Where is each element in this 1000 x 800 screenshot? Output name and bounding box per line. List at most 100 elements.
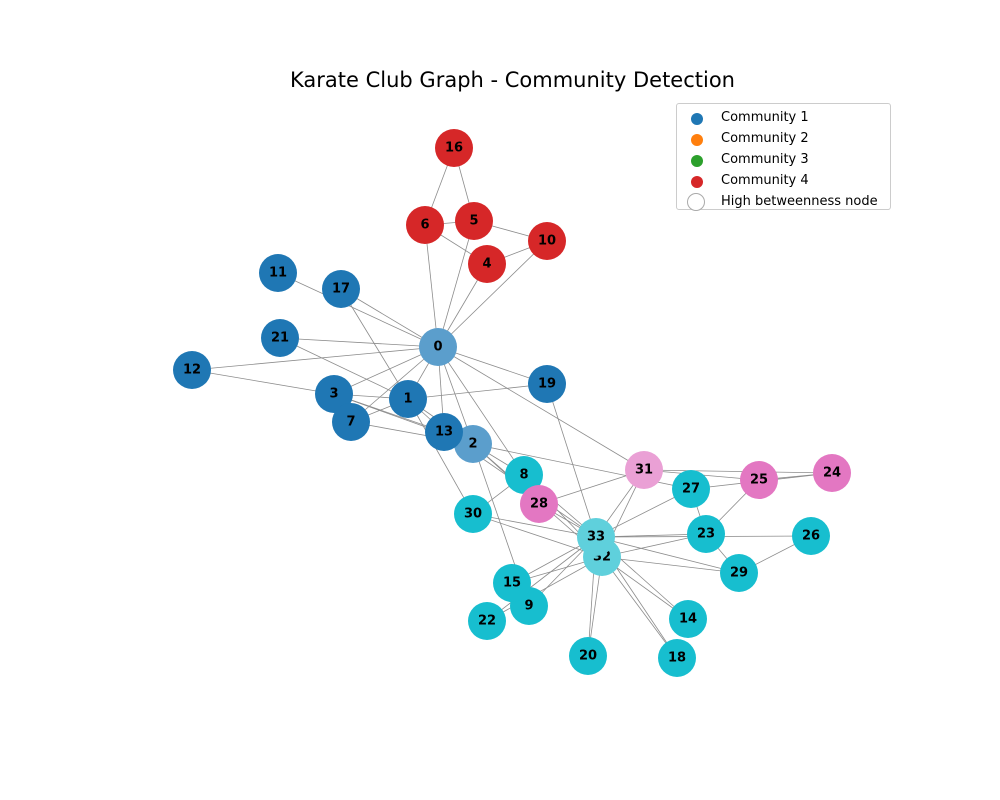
node-circle-29 (720, 554, 758, 592)
node-circle-4 (468, 245, 506, 283)
node-circle-1 (389, 380, 427, 418)
node-22: 22 (468, 602, 506, 640)
node-label-9: 9 (524, 599, 533, 614)
node-circle-5 (455, 202, 493, 240)
node-label-13: 13 (435, 425, 453, 440)
node-4: 4 (468, 245, 506, 283)
edge-29-33 (595, 536, 740, 574)
node-13: 13 (425, 413, 463, 451)
node-circle-22 (468, 602, 506, 640)
node-11: 11 (259, 254, 297, 292)
node-31: 31 (625, 451, 663, 489)
node-circle-30 (454, 495, 492, 533)
node-label-1: 1 (403, 392, 412, 407)
edge-0-10 (437, 240, 548, 348)
legend-label-community-1: Community 1 (721, 110, 809, 125)
node-27: 27 (672, 470, 710, 508)
edge-30-32 (472, 513, 603, 558)
legend-item-community-4: Community 4 (677, 171, 890, 192)
node-30: 30 (454, 495, 492, 533)
legend-marker-community-2 (691, 134, 703, 146)
node-label-16: 16 (445, 141, 463, 156)
node-label-23: 23 (697, 527, 715, 542)
node-circle-11 (259, 254, 297, 292)
edge-0-3 (333, 346, 439, 395)
chart-title: Karate Club Graph - Community Detection (290, 68, 735, 92)
edge-0-6 (424, 224, 439, 348)
edge-1-19 (407, 383, 548, 400)
node-circle-13 (425, 413, 463, 451)
legend-marker-community-4 (691, 176, 703, 188)
node-circle-15 (493, 564, 531, 602)
node-5: 5 (455, 202, 493, 240)
legend-label-high-betweenness: High betweenness node (721, 194, 878, 209)
node-label-27: 27 (682, 482, 700, 497)
node-label-33: 33 (587, 530, 605, 545)
legend-label-community-3: Community 3 (721, 152, 809, 167)
edge-24-31 (643, 469, 833, 474)
node-label-8: 8 (519, 468, 528, 483)
node-17: 17 (322, 270, 360, 308)
node-3: 3 (315, 375, 353, 413)
node-circle-3 (315, 375, 353, 413)
edge-0-7 (350, 346, 439, 423)
node-2: 2 (454, 425, 492, 463)
node-label-22: 22 (478, 614, 496, 629)
node-15: 15 (493, 564, 531, 602)
node-circle-25 (740, 461, 778, 499)
node-14: 14 (669, 600, 707, 638)
edge-0-11 (277, 272, 439, 348)
node-10: 10 (528, 222, 566, 260)
node-26: 26 (792, 517, 830, 555)
node-label-7: 7 (346, 415, 355, 430)
node-circle-33 (577, 518, 615, 556)
legend-label-community-2: Community 2 (721, 131, 809, 146)
edge-19-33 (546, 383, 597, 538)
legend-item-community-3: Community 3 (677, 150, 890, 171)
edge-1-21 (279, 337, 409, 400)
node-circle-26 (792, 517, 830, 555)
node-label-31: 31 (635, 463, 653, 478)
node-circle-0 (419, 328, 457, 366)
node-circle-10 (528, 222, 566, 260)
node-12: 12 (173, 351, 211, 389)
legend-marker-community-3 (691, 155, 703, 167)
node-label-4: 4 (482, 257, 491, 272)
node-24: 24 (813, 454, 851, 492)
node-circle-19 (528, 365, 566, 403)
edge-1-17 (340, 288, 409, 400)
edge-1-30 (407, 398, 474, 515)
edge-29-32 (601, 556, 740, 574)
node-label-20: 20 (579, 649, 597, 664)
node-20: 20 (569, 637, 607, 675)
legend-item-community-2: Community 2 (677, 129, 890, 150)
node-label-30: 30 (464, 507, 482, 522)
node-23: 23 (687, 515, 725, 553)
node-circle-23 (687, 515, 725, 553)
node-33: 33 (577, 518, 615, 556)
node-label-17: 17 (332, 282, 350, 297)
node-label-29: 29 (730, 566, 748, 581)
legend-item-high-betweenness: High betweenness node (677, 192, 890, 213)
legend-marker-community-1 (691, 113, 703, 125)
node-circle-16 (435, 129, 473, 167)
edge-0-8 (437, 346, 525, 476)
node-label-21: 21 (271, 331, 289, 346)
node-label-26: 26 (802, 529, 820, 544)
edge-0-21 (279, 337, 439, 348)
node-label-24: 24 (823, 466, 841, 481)
node-label-28: 28 (530, 497, 548, 512)
nodes-layer: 0123456789101112131415161718192021222324… (173, 129, 851, 677)
node-label-10: 10 (538, 234, 556, 249)
node-7: 7 (332, 403, 370, 441)
legend-item-community-1: Community 1 (677, 108, 890, 129)
node-29: 29 (720, 554, 758, 592)
edge-22-33 (486, 536, 597, 622)
node-circle-12 (173, 351, 211, 389)
node-circle-14 (669, 600, 707, 638)
edge-0-19 (437, 346, 548, 385)
node-circle-18 (658, 639, 696, 677)
node-16: 16 (435, 129, 473, 167)
